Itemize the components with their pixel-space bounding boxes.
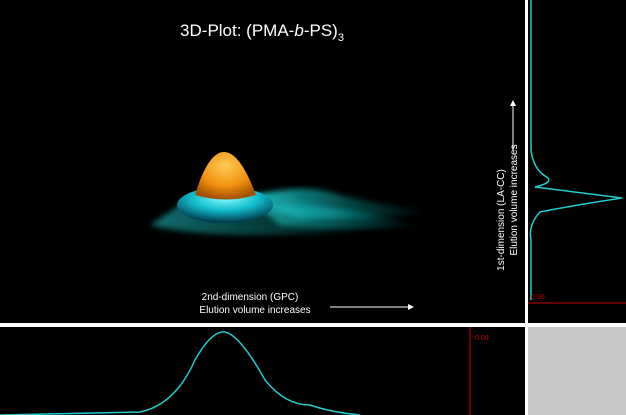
bottom-panel: [0, 327, 525, 415]
right-label: 0.00: [531, 294, 545, 301]
y-arrow-head: [510, 100, 516, 106]
y-axis-label: 1st-dimension (LA-CC): [496, 169, 507, 271]
x-axis-label: Elution volume increases: [199, 305, 310, 316]
right-projection: [529, 0, 623, 300]
bottom-projection: [0, 331, 361, 415]
surface: [150, 152, 430, 235]
title-part: -PS): [304, 21, 338, 40]
title-part: b: [294, 21, 303, 40]
title: 3D-Plot: (PMA-b-PS)3: [180, 21, 344, 44]
x-arrow-head: [408, 304, 414, 310]
x-axis-label: 2nd-dimension (GPC): [202, 292, 299, 303]
title-part: 3: [338, 32, 344, 44]
bottom-label: 0.00: [475, 335, 489, 342]
title-part: 3D-Plot: (PMA-: [180, 21, 294, 40]
right-panel: [528, 0, 626, 323]
y-axis-label: Elution volume increases: [509, 144, 520, 255]
main-panel: [0, 0, 525, 323]
corner-panel: [528, 327, 626, 415]
